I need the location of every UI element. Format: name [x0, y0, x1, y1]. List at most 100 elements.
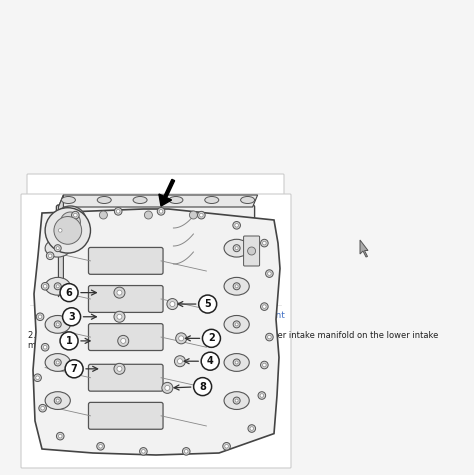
- Circle shape: [45, 208, 91, 253]
- Circle shape: [56, 227, 64, 234]
- Circle shape: [201, 352, 219, 370]
- Circle shape: [174, 356, 185, 367]
- Circle shape: [54, 283, 61, 290]
- Ellipse shape: [224, 353, 249, 371]
- Circle shape: [233, 397, 240, 404]
- Circle shape: [247, 247, 255, 255]
- Circle shape: [250, 427, 254, 430]
- Circle shape: [184, 449, 188, 453]
- Circle shape: [56, 323, 59, 326]
- Text: 4: 4: [207, 356, 214, 366]
- FancyBboxPatch shape: [21, 194, 291, 468]
- Text: 7: 7: [71, 364, 77, 374]
- Circle shape: [190, 211, 197, 219]
- Circle shape: [58, 228, 62, 232]
- Circle shape: [140, 447, 147, 455]
- Circle shape: [36, 313, 44, 321]
- Circle shape: [36, 376, 39, 380]
- Circle shape: [114, 363, 125, 374]
- Circle shape: [165, 385, 170, 390]
- Circle shape: [56, 247, 59, 250]
- FancyBboxPatch shape: [244, 236, 260, 266]
- Circle shape: [56, 432, 64, 440]
- Polygon shape: [58, 195, 64, 297]
- Circle shape: [38, 315, 42, 319]
- Circle shape: [268, 272, 271, 276]
- Circle shape: [162, 382, 173, 393]
- Circle shape: [117, 366, 122, 371]
- Text: 6: 6: [66, 288, 73, 298]
- Circle shape: [54, 397, 61, 404]
- Circle shape: [117, 209, 120, 213]
- Polygon shape: [33, 209, 280, 455]
- Circle shape: [41, 343, 49, 351]
- Circle shape: [114, 311, 125, 322]
- Polygon shape: [360, 240, 368, 257]
- Circle shape: [179, 336, 184, 341]
- Circle shape: [265, 270, 273, 277]
- Circle shape: [199, 295, 217, 313]
- Ellipse shape: [241, 197, 255, 203]
- Circle shape: [261, 239, 268, 247]
- Text: Open in New Tab: Open in New Tab: [44, 311, 120, 320]
- Text: 5: 5: [204, 299, 211, 309]
- Circle shape: [56, 285, 59, 288]
- Circle shape: [63, 308, 81, 326]
- Text: 2: 2: [208, 333, 215, 343]
- Circle shape: [176, 333, 187, 344]
- Circle shape: [235, 247, 238, 250]
- Circle shape: [223, 443, 230, 450]
- Ellipse shape: [45, 353, 70, 371]
- Circle shape: [193, 378, 211, 396]
- Circle shape: [114, 287, 125, 298]
- Circle shape: [170, 302, 175, 306]
- Circle shape: [46, 252, 54, 260]
- Polygon shape: [58, 195, 257, 207]
- Circle shape: [118, 335, 129, 346]
- Circle shape: [235, 399, 238, 402]
- Ellipse shape: [45, 277, 70, 295]
- Circle shape: [260, 394, 264, 397]
- Circle shape: [60, 212, 81, 232]
- Ellipse shape: [133, 197, 147, 203]
- Circle shape: [145, 211, 153, 219]
- FancyBboxPatch shape: [89, 323, 163, 351]
- Ellipse shape: [62, 197, 75, 203]
- Ellipse shape: [45, 315, 70, 333]
- Circle shape: [263, 305, 266, 308]
- Circle shape: [114, 208, 122, 215]
- Circle shape: [225, 445, 228, 448]
- Circle shape: [60, 284, 78, 302]
- Circle shape: [233, 283, 240, 290]
- Circle shape: [41, 283, 49, 290]
- Text: 3: 3: [68, 312, 75, 322]
- Circle shape: [233, 245, 240, 252]
- Circle shape: [261, 303, 268, 310]
- Circle shape: [34, 374, 41, 381]
- Circle shape: [198, 211, 205, 219]
- FancyBboxPatch shape: [56, 205, 255, 299]
- Ellipse shape: [169, 197, 183, 203]
- Circle shape: [99, 445, 102, 448]
- Circle shape: [233, 359, 240, 366]
- Circle shape: [117, 290, 122, 295]
- Circle shape: [202, 329, 220, 347]
- Circle shape: [100, 211, 108, 219]
- Circle shape: [235, 361, 238, 364]
- Circle shape: [233, 221, 240, 229]
- Text: 1: 1: [66, 336, 73, 346]
- Circle shape: [142, 449, 145, 453]
- Circle shape: [263, 241, 266, 245]
- Circle shape: [43, 285, 47, 288]
- Circle shape: [72, 211, 79, 219]
- Circle shape: [159, 209, 163, 213]
- Circle shape: [268, 335, 271, 339]
- Circle shape: [73, 213, 77, 217]
- Circle shape: [41, 407, 45, 410]
- Circle shape: [261, 361, 268, 369]
- Circle shape: [39, 404, 46, 412]
- Text: 8: 8: [199, 381, 206, 391]
- Circle shape: [43, 345, 47, 349]
- Circle shape: [167, 299, 178, 310]
- Circle shape: [54, 321, 61, 328]
